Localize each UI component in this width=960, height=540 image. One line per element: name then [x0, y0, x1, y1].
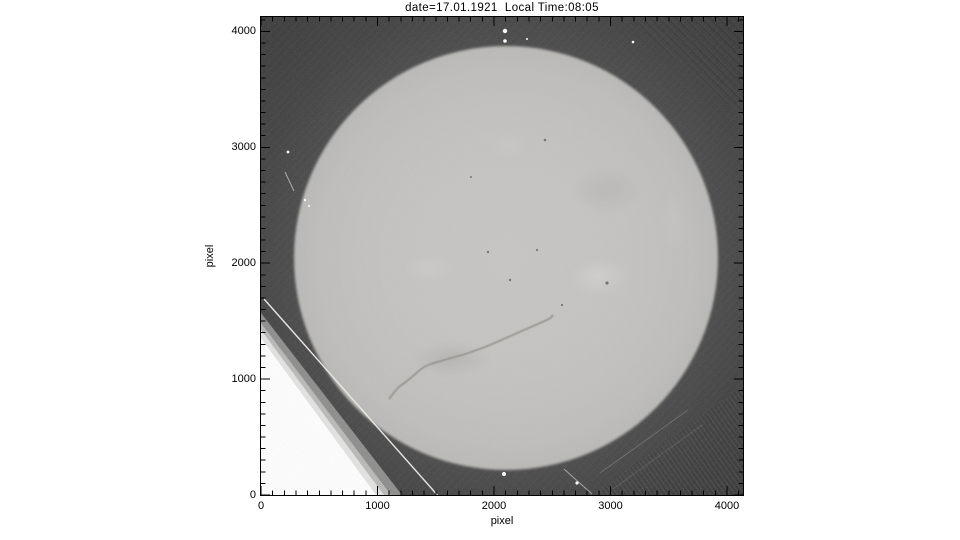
faint-scratch [612, 424, 703, 490]
y-tick-label: 4000 [231, 25, 256, 38]
plate-scratch-texture [261, 17, 743, 495]
plage-region [487, 133, 531, 159]
plate-defects-overlay [261, 28, 703, 495]
x-tick-label: 1000 [365, 500, 390, 512]
plate-texture-top-right [627, 17, 743, 118]
y-tick-label: 0 [249, 489, 256, 501]
y-axis-title: pixel [204, 244, 216, 268]
scattered-light-halo [261, 17, 743, 495]
x-tick-label: 4000 [714, 500, 740, 512]
x-tick-label: 2000 [481, 500, 507, 512]
plage-region [401, 253, 459, 283]
sun-disk [294, 46, 718, 470]
bright-dust-specks [286, 28, 635, 485]
overexposed-corner [261, 313, 402, 495]
film-grain [261, 17, 743, 495]
small-scratch [563, 468, 593, 495]
x-axis-title: pixel [490, 515, 514, 527]
x-tick-label: 3000 [598, 500, 623, 512]
dark-pores [470, 138, 609, 307]
small-scratch [284, 171, 295, 192]
dark-mottling [571, 167, 641, 213]
solar-filament [388, 314, 554, 400]
x-tick-label: 0 [257, 500, 265, 512]
y-tick-label: 2000 [231, 257, 256, 270]
plage-region [567, 257, 631, 297]
faint-scratch [599, 409, 689, 474]
y-tick-label: 3000 [231, 141, 256, 154]
plage-region [659, 187, 689, 257]
y-tick-label: 1000 [231, 373, 256, 386]
diagonal-scratch-line [263, 298, 439, 495]
plot-title: date=17.01.1921 Local Time:08:05 [405, 2, 599, 14]
plate-texture-bottom-right [593, 385, 743, 495]
plot-area [260, 16, 744, 496]
dark-mottling [411, 342, 491, 376]
